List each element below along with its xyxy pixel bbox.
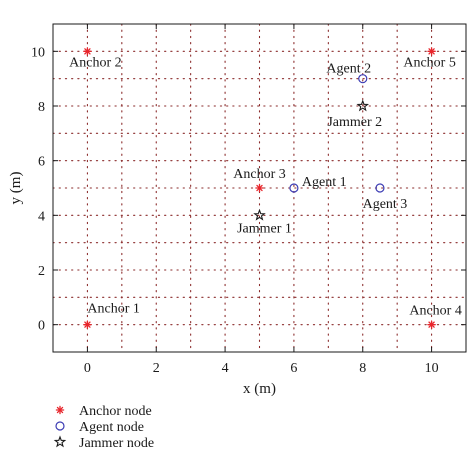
- x-tick-label: 2: [153, 361, 160, 376]
- anchor-4-label: Anchor 4: [409, 304, 462, 319]
- agent-1-marker: [289, 183, 299, 193]
- agent-3-marker: [375, 183, 385, 193]
- jammer-1-marker: [253, 208, 266, 221]
- y-tick-label: 4: [38, 209, 45, 224]
- agent-2-label: Agent 2: [326, 62, 371, 77]
- x-tick-label: 6: [290, 361, 297, 376]
- legend-agent-node-marker: [55, 421, 65, 431]
- legend-anchor-node-marker: [55, 405, 65, 415]
- anchor-3-marker: [255, 183, 264, 193]
- x-tick-label: 4: [222, 361, 229, 376]
- anchor-1-marker: [83, 320, 92, 329]
- y-tick-label: 8: [38, 100, 45, 115]
- agent-1-label: Agent 1: [302, 175, 347, 190]
- legend-jammer-node-label: Jammer node: [79, 436, 154, 451]
- y-tick-label: 2: [38, 264, 45, 279]
- plot-frame: [52, 23, 467, 353]
- x-axis-label: x (m): [243, 381, 276, 397]
- jammer-2-marker: [356, 99, 370, 112]
- x-tick-label: 0: [84, 361, 91, 376]
- x-tick-label: 8: [359, 361, 366, 376]
- legend-jammer-node-marker: [53, 435, 67, 448]
- jammer-1-label: Jammer 1: [237, 221, 292, 236]
- legend-anchor-node-label: Anchor node: [79, 404, 152, 419]
- anchor-4-marker: [427, 320, 436, 329]
- point-labels: Anchor 1 Anchor 2 Anchor 3 Anchor 4 Anchor 5…: [69, 55, 462, 318]
- anchor-1-label: Anchor 1: [87, 302, 139, 317]
- anchor-2-marker: [83, 47, 92, 56]
- anchor-2-label: Anchor 2: [69, 55, 122, 70]
- x-tick-label: 10: [425, 361, 439, 376]
- agent-2-marker: [358, 74, 368, 84]
- y-tick-label: 6: [38, 155, 45, 170]
- grid: [52, 23, 467, 353]
- legend-agent-node-label: Agent node: [79, 420, 144, 435]
- axis-ticks: 0 2 4 6 8 10 0 2 4 6 8 10: [31, 24, 466, 376]
- anchor-5-marker: [427, 47, 436, 56]
- data-markers: [83, 47, 436, 329]
- y-tick-label: 10: [31, 45, 45, 60]
- jammer-2-label: Jammer 2: [327, 115, 382, 130]
- anchor-3-label: Anchor 3: [233, 167, 286, 182]
- agent-3-label: Agent 3: [363, 197, 408, 212]
- y-tick-label: 0: [38, 319, 45, 334]
- anchor-5-label: Anchor 5: [403, 55, 456, 70]
- y-axis-label: y (m): [8, 172, 24, 205]
